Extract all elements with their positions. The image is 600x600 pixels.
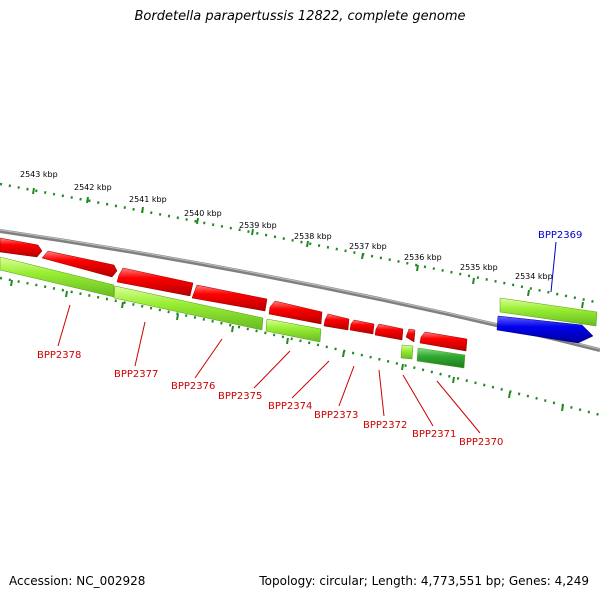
gene-arrow	[349, 319, 375, 335]
genome-summary-text: Topology: circular; Length: 4,773,551 bp…	[259, 574, 589, 588]
gene-arrow	[268, 300, 323, 325]
gene-arrow	[0, 237, 43, 258]
gene-arrow-forward	[496, 315, 594, 344]
feature-bars	[0, 256, 598, 369]
ruler-label: 2534 kbp	[515, 272, 553, 281]
label-leaders	[57, 304, 481, 434]
gene-arrow	[323, 313, 350, 331]
ruler-ticks-upper	[32, 187, 584, 309]
gene-label-bpp2374[interactable]: BPP2374	[268, 401, 312, 412]
ruler-ticks-lower	[10, 279, 564, 412]
gene-label-bpp2377[interactable]: BPP2377	[114, 369, 158, 380]
ruler-label: 2541 kbp	[129, 195, 167, 204]
ruler-label: 2535 kbp	[460, 263, 498, 272]
ruler-label: 2542 kbp	[74, 183, 112, 192]
gene-arrow	[374, 323, 404, 341]
gene-arrow	[191, 284, 268, 312]
ruler-label: 2537 kbp	[349, 242, 387, 251]
ruler-label: 2536 kbp	[404, 253, 442, 262]
gene-arrow	[405, 328, 416, 343]
label-leader-blue	[550, 241, 557, 293]
ruler-label: 2539 kbp	[239, 221, 277, 230]
gene-arrow	[41, 250, 118, 278]
gene-label-bpp2376[interactable]: BPP2376	[171, 381, 215, 392]
reverse-strand-genes	[0, 237, 468, 352]
ruler-label: 2540 kbp	[184, 209, 222, 218]
gene-label-bpp2373[interactable]: BPP2373	[314, 410, 358, 421]
gene-label-bpp2378[interactable]: BPP2378	[37, 350, 81, 361]
ruler-label: 2538 kbp	[294, 232, 332, 241]
gene-label-bpp2372[interactable]: BPP2372	[363, 420, 407, 431]
gene-label-bpp2369[interactable]: BPP2369	[538, 230, 582, 241]
gene-arrow	[419, 331, 468, 352]
gene-label-bpp2370[interactable]: BPP2370	[459, 437, 503, 448]
accession-text: Accession: NC_002928	[9, 574, 146, 588]
map-title: Bordetella parapertussis 12822, complete…	[134, 9, 466, 24]
gene-label-bpp2371[interactable]: BPP2371	[412, 429, 456, 440]
gene-label-bpp2375[interactable]: BPP2375	[218, 391, 262, 402]
ruler-label: 2543 kbp	[20, 170, 58, 179]
ruler-track-lower	[0, 276, 600, 417]
gene-arrow	[116, 267, 194, 297]
